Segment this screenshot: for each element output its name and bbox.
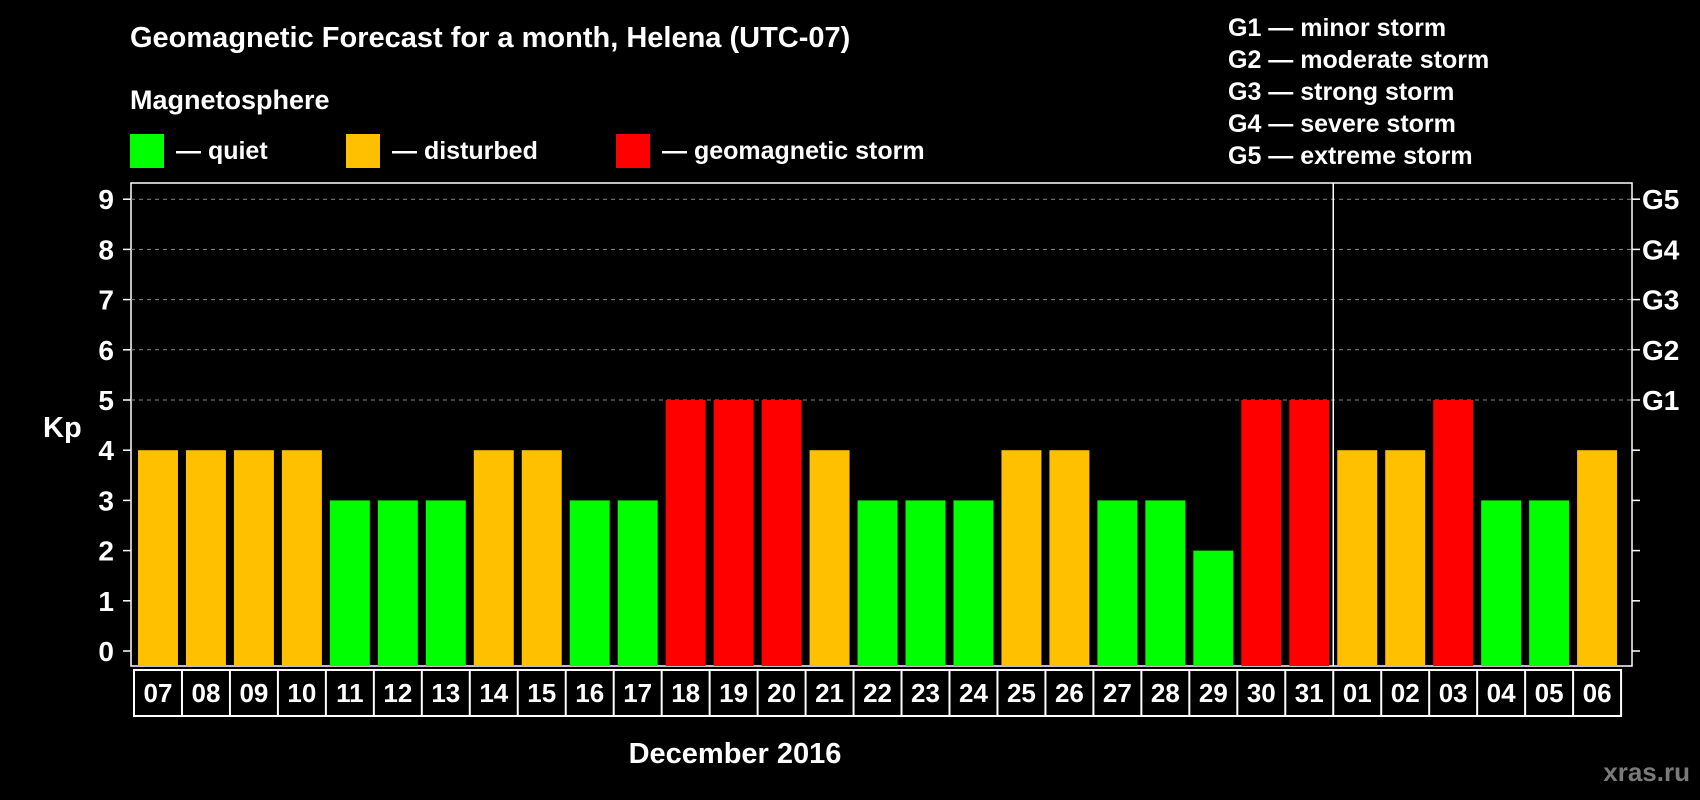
g-scale-item: G2 — moderate storm [1228,46,1490,74]
x-tick-label: 29 [1199,678,1228,708]
x-tick-label: 05 [1535,678,1564,708]
kp-bar [761,400,802,666]
legend-heading: Magnetosphere [130,85,330,115]
g-scale-item: G1 — minor storm [1228,14,1447,42]
kp-bar [329,500,370,666]
x-tick-label: 06 [1583,678,1612,708]
kp-bar [809,450,850,666]
kp-bar [569,500,610,666]
kp-bar [713,400,754,666]
x-tick-label: 20 [767,678,796,708]
y-tick-label: 6 [98,335,114,366]
g-scale-item: G5 — extreme storm [1228,142,1473,170]
x-tick-label: 31 [1295,678,1324,708]
kp-bar [665,400,706,666]
y-tick-label: 9 [98,184,114,215]
kp-bar [473,450,514,666]
y-tick-label: 0 [98,636,114,667]
kp-bar [1001,450,1042,666]
watermark: xras.ru [1603,757,1690,787]
kp-bar [1337,450,1378,666]
legend-label-quiet: — quiet [176,136,268,165]
x-tick-label: 19 [719,678,748,708]
g-axis-label: G4 [1642,234,1680,265]
x-tick-label: 15 [527,678,556,708]
kp-bar [1097,500,1138,666]
x-tick-label: 28 [1151,678,1180,708]
kp-bar [857,500,898,666]
kp-bar [905,500,946,666]
legend-item-disturbed: — disturbed [346,134,538,168]
x-tick-label: 04 [1487,678,1516,708]
x-tick-label: 25 [1007,678,1036,708]
quiet-swatch [130,134,164,168]
x-tick-label: 14 [479,678,508,708]
kp-bar [1145,500,1186,666]
chart-title: Geomagnetic Forecast for a month, Helena… [130,22,851,54]
y-tick-label: 3 [98,485,114,516]
g-axis-label: G2 [1642,335,1679,366]
kp-bar [1049,450,1090,666]
x-tick-label: 22 [863,678,892,708]
g-axis-label: G5 [1642,184,1679,215]
kp-bar [138,450,178,666]
x-tick-label: 16 [575,678,604,708]
x-tick-label: 18 [671,678,700,708]
kp-bar [1481,500,1522,666]
x-tick-label: 21 [815,678,844,708]
x-tick-label: 13 [431,678,460,708]
x-tick-label: 23 [911,678,940,708]
legend-item-storm: — geomagnetic storm [616,134,925,168]
x-tick-label: 01 [1343,678,1372,708]
x-tick-label: 27 [1103,678,1132,708]
x-axis-label: December 2016 [629,738,842,770]
g-scale-item: G3 — strong storm [1228,78,1455,106]
x-tick-label: 03 [1439,678,1468,708]
y-tick-label: 7 [98,285,114,316]
kp-bar [425,500,466,666]
legend-label-storm: — geomagnetic storm [662,136,925,165]
kp-bar [1529,500,1570,666]
x-label-strip [133,669,1623,717]
kp-bar [281,450,322,666]
kp-bar [1289,400,1330,666]
kp-bar [1193,550,1234,666]
x-tick-label: 08 [191,678,220,708]
x-tick-label: 10 [287,678,316,708]
y-axis-label: Kp [43,412,82,444]
kp-bar [617,500,658,666]
x-tick-label: 12 [383,678,412,708]
kp-bar [1433,400,1474,666]
x-tick-label: 30 [1247,678,1276,708]
y-tick-label: 1 [98,586,114,617]
legend-label-disturbed: — disturbed [392,136,538,165]
storm-swatch [616,134,650,168]
g-axis-label: G3 [1642,285,1679,316]
legend-item-quiet: — quiet [130,134,268,168]
g-scale-legend: G1 — minor storm G2 — moderate storm G3 … [1228,12,1489,172]
kp-bar [521,450,562,666]
disturbed-swatch [346,134,380,168]
kp-bar [1241,400,1282,666]
kp-bar [953,500,994,666]
x-tick-label: 11 [336,678,364,708]
x-tick-label: 09 [239,678,268,708]
y-tick-label: 2 [98,536,114,567]
kp-bar [377,500,418,666]
kp-bar [185,450,226,666]
kp-bar [1577,450,1618,666]
x-tick-label: 02 [1391,678,1420,708]
x-tick-label: 17 [623,678,652,708]
y-tick-label: 5 [98,385,114,416]
g-scale-item: G4 — severe storm [1228,110,1456,138]
x-tick-label: 24 [959,678,988,708]
y-tick-label: 4 [98,435,114,466]
g-axis-label: G1 [1642,385,1679,416]
kp-bar [233,450,274,666]
x-tick-label: 07 [144,678,173,708]
kp-bar [1385,450,1426,666]
y-tick-label: 8 [98,234,114,265]
x-tick-label: 26 [1055,678,1084,708]
